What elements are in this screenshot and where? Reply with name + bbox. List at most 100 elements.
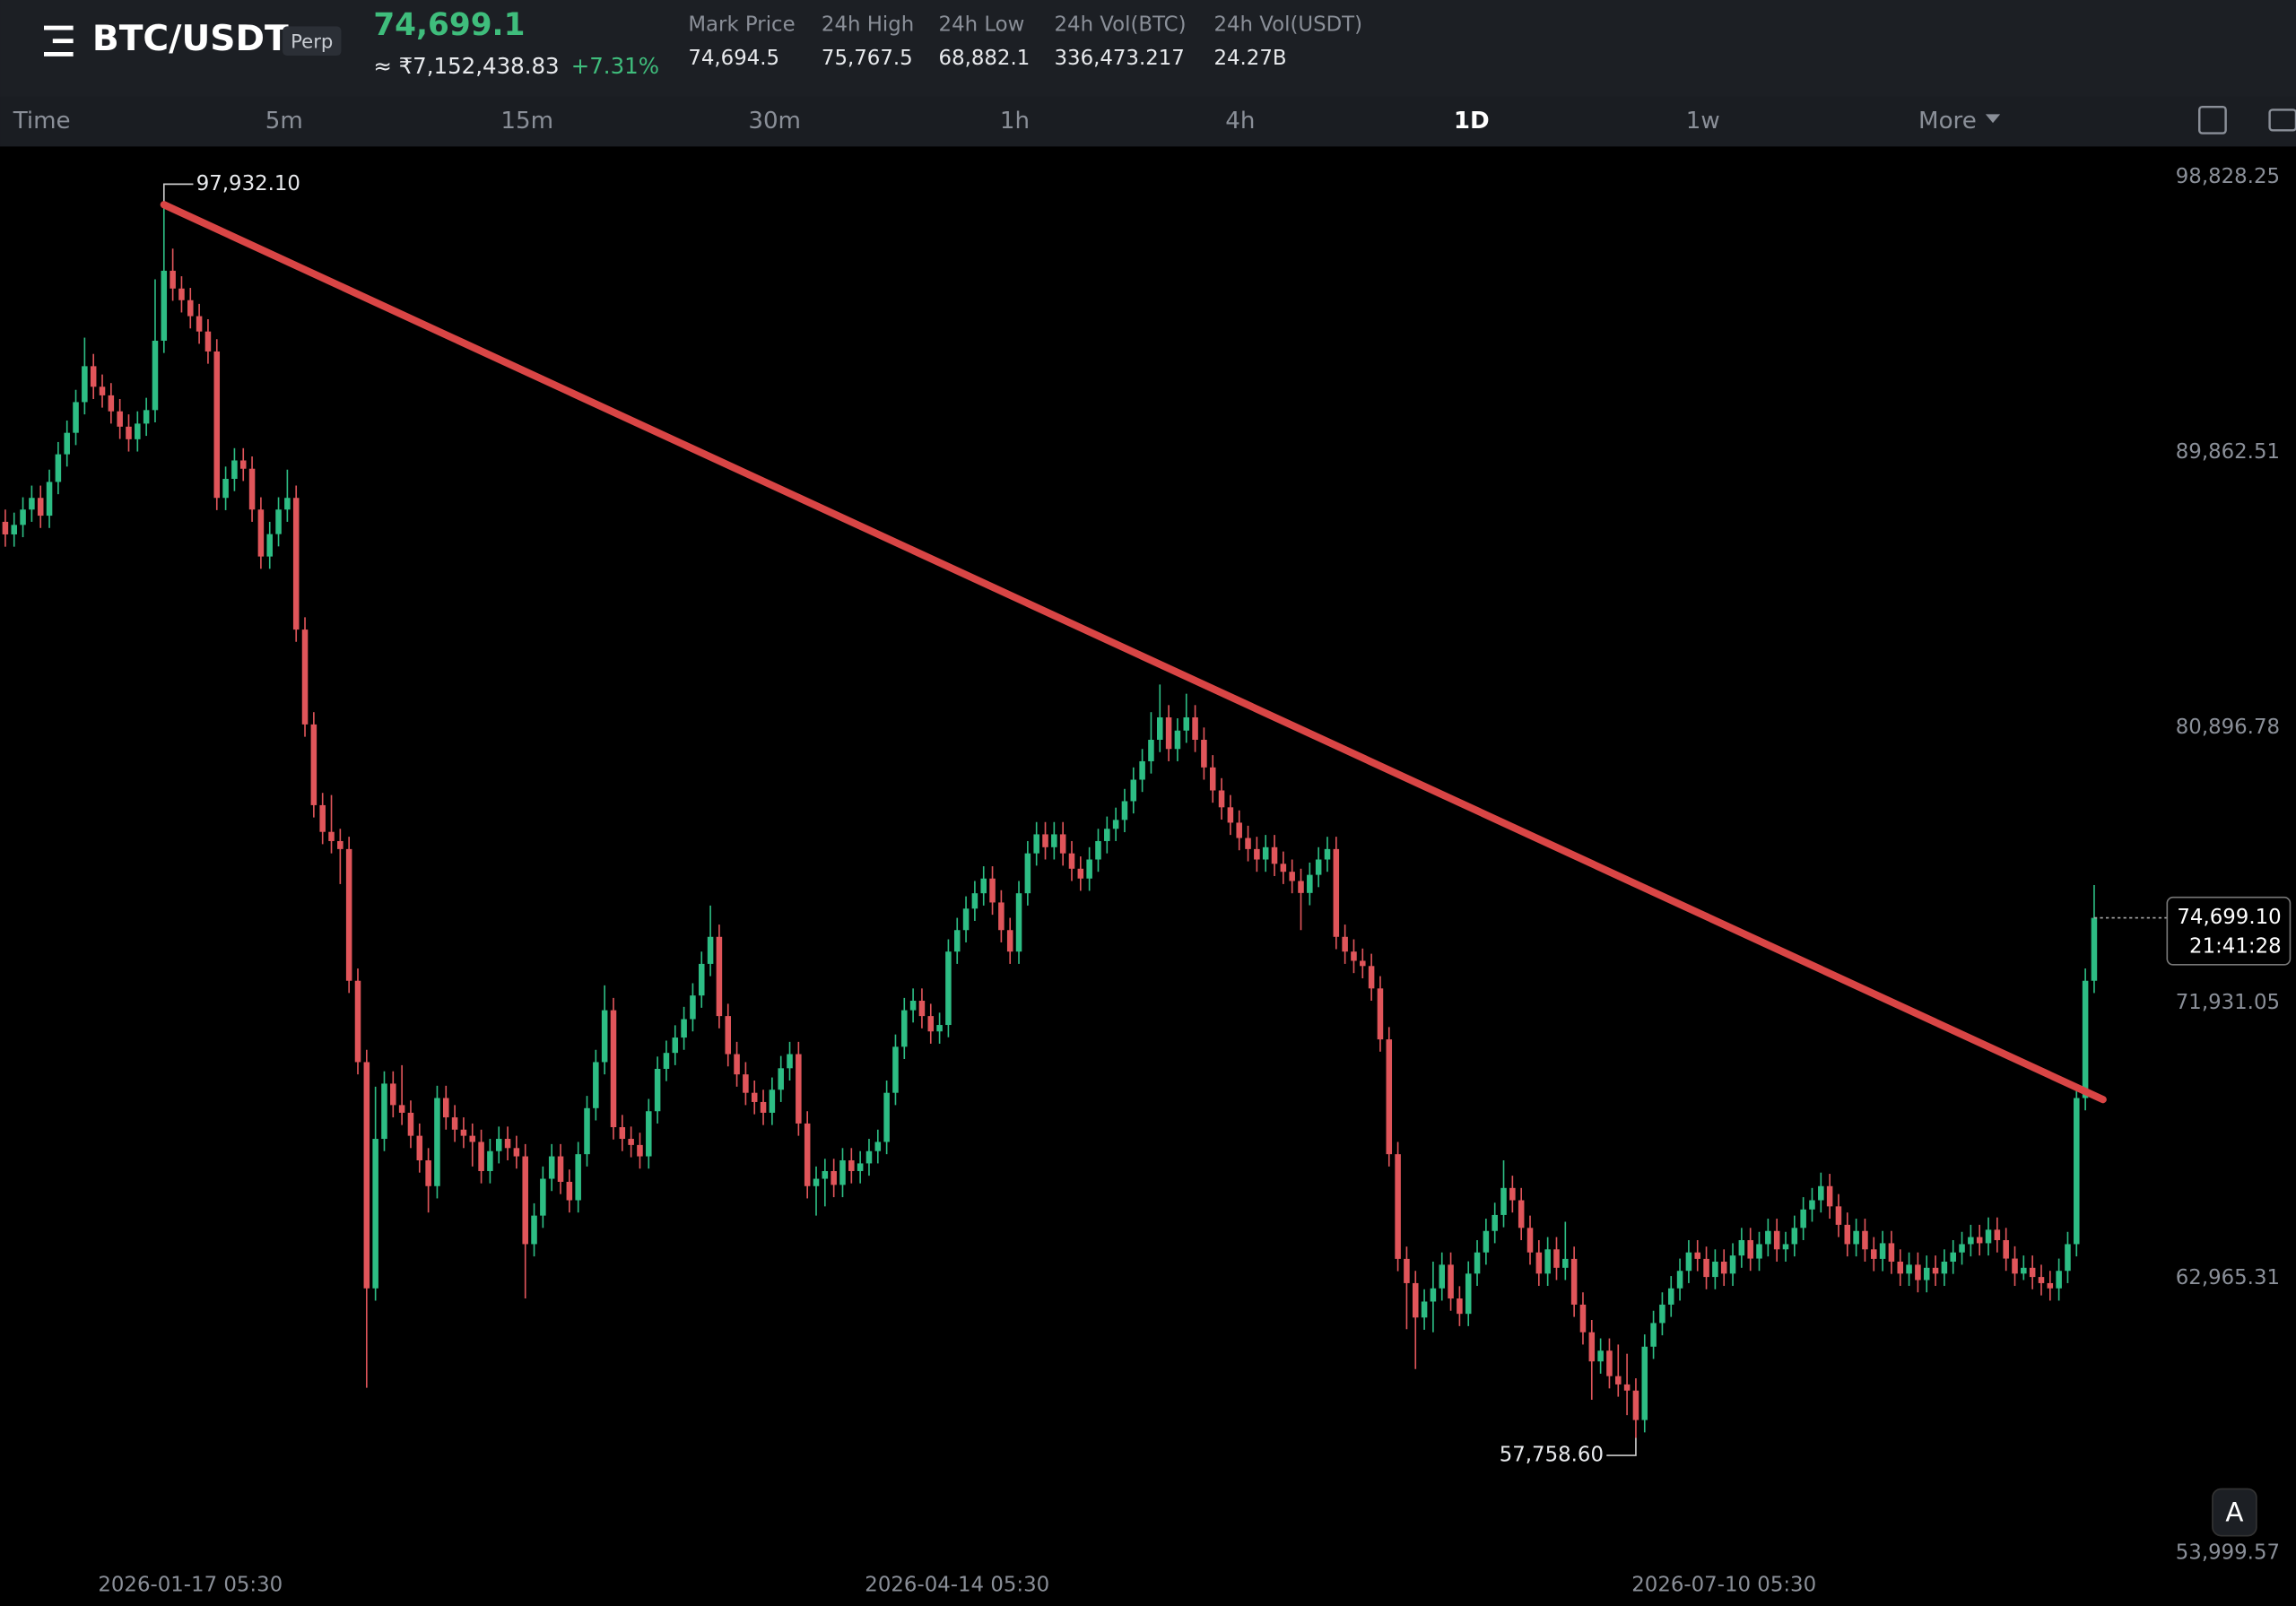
candle-body: [1236, 822, 1242, 838]
candle-body: [1051, 834, 1057, 847]
menu-icon[interactable]: [43, 25, 74, 56]
candle-body: [64, 432, 70, 455]
candle-body: [1457, 1298, 1463, 1315]
timeframe-tab[interactable]: 1w: [1686, 108, 1720, 135]
timeframe-tab[interactable]: 5m: [265, 108, 303, 135]
candle-body: [187, 299, 194, 317]
stat-value: 336,473.217: [1055, 47, 1185, 70]
candle-body: [504, 1139, 511, 1149]
candle-body: [839, 1160, 846, 1185]
stat-label: Mark Price: [688, 13, 795, 36]
symbol[interactable]: BTC/USDT: [92, 19, 289, 59]
candle-body: [865, 1150, 873, 1164]
candle-body: [1941, 1261, 1948, 1274]
stat-label: 24h High: [822, 13, 914, 36]
candle-body: [310, 724, 317, 805]
candle-body: [953, 930, 961, 952]
candle-body: [822, 1170, 829, 1179]
candle-body: [601, 1010, 608, 1063]
auto-button-bg[interactable]: [2212, 1488, 2257, 1537]
candle-body: [1148, 740, 1154, 761]
candle-body: [170, 270, 176, 289]
candle-body: [1765, 1230, 1771, 1245]
candle-body: [1835, 1206, 1842, 1225]
candle-body: [1879, 1243, 1886, 1259]
stat-label: 24h Low: [939, 13, 1025, 36]
candle-body: [743, 1074, 749, 1093]
candle-body: [1676, 1271, 1683, 1289]
y-tick-label: 62,965.31: [2176, 1266, 2280, 1289]
candle-body: [1209, 767, 1216, 791]
candle-body: [725, 1016, 732, 1055]
candle-body: [425, 1160, 431, 1186]
candle-body: [1650, 1323, 1657, 1347]
candle-body: [301, 629, 309, 725]
candle-body: [204, 331, 212, 352]
candle-body: [1579, 1304, 1587, 1333]
x-tick-label: 2026-01-17 05:30: [98, 1574, 283, 1597]
candle-body: [37, 498, 44, 517]
candle-body: [1492, 1214, 1498, 1231]
candle-body: [883, 1092, 890, 1142]
candle-body: [2091, 917, 2098, 981]
candle-body: [1888, 1243, 1895, 1262]
candle-body: [266, 534, 273, 557]
candle-body: [275, 509, 282, 534]
candle-body: [1588, 1332, 1596, 1362]
candle-body: [46, 482, 53, 517]
candle-body: [654, 1068, 661, 1112]
x-tick-label: 2026-07-10 05:30: [1631, 1574, 1816, 1597]
candle-body: [1782, 1244, 1789, 1250]
candle-body: [593, 1062, 599, 1108]
trendline: [160, 201, 2107, 1104]
timeframe-tab[interactable]: Time: [13, 108, 71, 135]
auto-button[interactable]: A: [2225, 1497, 2243, 1528]
candle-body: [540, 1178, 546, 1216]
candle-body: [1377, 988, 1384, 1040]
candle-body: [416, 1135, 423, 1161]
candle-body: [1412, 1282, 1419, 1318]
timeframe-tab[interactable]: 4h: [1225, 108, 1255, 135]
candle-body: [29, 498, 35, 510]
candle-body: [698, 963, 705, 996]
y-tick-label: 98,828.25: [2176, 165, 2280, 188]
candle-body: [398, 1105, 405, 1113]
stat-value: 75,767.5: [822, 47, 913, 70]
candle-body: [2082, 980, 2089, 1098]
candle-body: [1042, 834, 1048, 847]
candle-body: [945, 951, 952, 1026]
candle-body: [646, 1111, 652, 1157]
candle-body: [1474, 1252, 1481, 1274]
candle-body: [2038, 1277, 2045, 1283]
candle-body: [1006, 930, 1013, 952]
low-label: 57,758.60: [1500, 1444, 1604, 1467]
candle-body: [1483, 1230, 1490, 1253]
timeframe-tab[interactable]: 30m: [748, 108, 801, 135]
stat-value: 74,694.5: [688, 47, 779, 70]
candle-body: [690, 995, 696, 1020]
candle-body: [1218, 790, 1225, 808]
timeframe-tab[interactable]: 1h: [1000, 108, 1030, 135]
candle-body: [734, 1054, 740, 1075]
candle-body: [1976, 1237, 1983, 1244]
candle-body: [337, 840, 344, 849]
candle-body: [2, 521, 9, 534]
candle-body: [751, 1092, 758, 1102]
timeframe-tab[interactable]: More: [1918, 108, 1977, 135]
timeframe-tab[interactable]: 1D: [1454, 108, 1490, 135]
candle-body: [1421, 1301, 1428, 1318]
candle-body: [451, 1117, 458, 1130]
candle-body: [1915, 1264, 1921, 1280]
candle-body: [372, 1139, 378, 1289]
candle-body: [575, 1154, 581, 1201]
candle-body: [495, 1139, 502, 1151]
candle-body: [443, 1098, 449, 1118]
candle-body: [469, 1135, 476, 1142]
tabs-bg: [0, 96, 2296, 147]
timeframe-tab[interactable]: 15m: [500, 108, 553, 135]
stat-label: 24h Vol(USDT): [1213, 13, 1362, 36]
y-tick-label: 89,862.51: [2176, 440, 2280, 464]
candle-body: [1104, 829, 1110, 841]
candle-body: [1729, 1255, 1736, 1274]
